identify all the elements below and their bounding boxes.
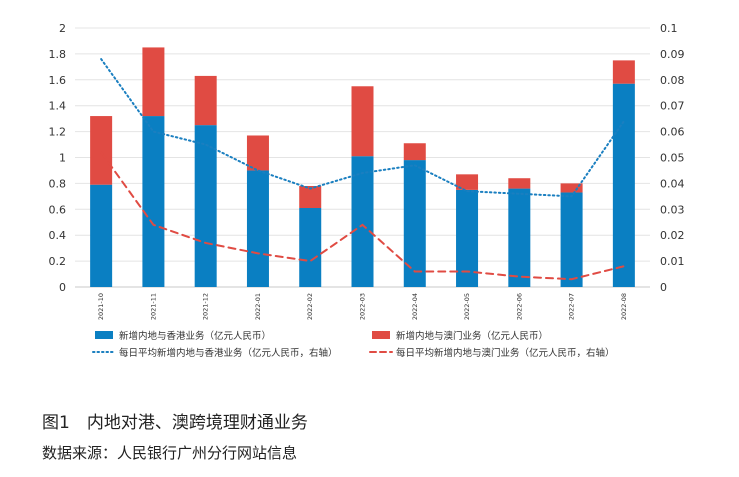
bar-hongkong <box>508 188 531 287</box>
x-tick-label: 2022-04 <box>411 293 419 320</box>
bar-hongkong <box>403 160 426 287</box>
legend-swatch <box>372 331 390 339</box>
left-tick-label: 0.8 <box>49 177 67 190</box>
lines <box>100 58 625 281</box>
x-tick-label: 2022-03 <box>359 293 367 320</box>
bar-hongkong <box>246 170 269 287</box>
bar-hongkong <box>90 184 113 287</box>
right-axis-ticks: 0 0.01 0.02 0.03 0.04 0.05 0.06 0.07 0.08 0.09 0.1 <box>660 22 685 294</box>
right-tick-label: 0.04 <box>660 177 685 190</box>
x-tick-label: 2022-02 <box>306 293 314 320</box>
bar-macau <box>456 174 479 190</box>
right-tick-label: 0.08 <box>660 74 685 87</box>
bar-macau <box>508 178 531 189</box>
line-macau-daily <box>100 151 625 281</box>
right-tick-label: 0.09 <box>660 48 685 61</box>
left-tick-label: 1.2 <box>49 126 67 139</box>
right-tick-label: 0.05 <box>660 152 685 165</box>
left-tick-label: 0.2 <box>49 255 67 268</box>
bar-hongkong <box>560 192 583 287</box>
legend-label: 每日平均新增内地与澳门业务（亿元人民币，右轴） <box>396 347 615 359</box>
x-tick-label: 2021-12 <box>202 293 210 320</box>
x-tick-label: 2021-11 <box>149 293 157 320</box>
left-tick-label: 0 <box>59 281 66 294</box>
bar-macau <box>560 183 583 193</box>
bar-hongkong <box>194 125 217 287</box>
bar-macau <box>90 116 113 185</box>
bars <box>90 47 635 287</box>
right-tick-label: 0 <box>660 281 667 294</box>
data-source: 数据来源：人民银行广州分行网站信息 <box>42 444 298 462</box>
bar-macau <box>194 75 217 126</box>
bar-hongkong <box>142 116 165 287</box>
chart: 0 0.2 0.4 0.6 0.8 1 1.2 1.4 1.6 1.8 2 0 0.01 0.02 0.0… <box>49 22 685 359</box>
right-tick-label: 0.03 <box>660 203 685 216</box>
bar-macau <box>403 143 426 161</box>
x-tick-label: 2022-01 <box>254 293 262 320</box>
bar-macau <box>612 60 635 84</box>
bar-macau <box>351 86 374 157</box>
legend: 新增内地与香港业务（亿元人民币） 新增内地与澳门业务（亿元人民币） 每日平均新增内地… <box>92 330 615 359</box>
bar-hongkong <box>456 189 479 287</box>
bar-hongkong <box>612 83 635 287</box>
left-axis-ticks: 0 0.2 0.4 0.6 0.8 1 1.2 1.4 1.6 1.8 2 <box>49 22 67 294</box>
x-tick-label: 2022-07 <box>568 293 576 320</box>
left-tick-label: 1 <box>59 152 66 165</box>
right-tick-label: 0.01 <box>660 255 685 268</box>
right-tick-label: 0.1 <box>660 22 678 35</box>
left-tick-label: 0.4 <box>49 229 67 242</box>
right-tick-label: 0.06 <box>660 126 685 139</box>
figure-caption: 图1 内地对港、澳跨境理财通业务 <box>42 413 308 433</box>
left-tick-label: 2 <box>59 22 66 35</box>
right-tick-label: 0.07 <box>660 100 685 113</box>
bar-hongkong <box>351 156 374 287</box>
left-tick-label: 1.8 <box>49 48 67 61</box>
legend-label: 每日平均新增内地与香港业务（亿元人民币，右轴） <box>119 347 338 359</box>
left-tick-label: 0.6 <box>49 203 67 216</box>
bar-macau <box>299 185 322 209</box>
left-tick-label: 1.6 <box>49 74 67 87</box>
x-tick-label: 2022-06 <box>515 293 523 320</box>
bar-macau <box>246 135 269 171</box>
right-tick-label: 0.02 <box>660 229 685 242</box>
bar-macau <box>142 47 165 117</box>
legend-label: 新增内地与香港业务（亿元人民币） <box>119 330 271 342</box>
bar-hongkong <box>299 208 322 287</box>
x-axis-ticks: 2021-10 2021-11 2021-12 2022-01 2022-02 2022-… <box>97 293 628 320</box>
left-tick-label: 1.4 <box>49 100 67 113</box>
legend-label: 新增内地与澳门业务（亿元人民币） <box>396 330 548 342</box>
legend-swatch <box>95 331 113 339</box>
x-tick-label: 2022-05 <box>463 293 471 320</box>
line-hongkong-daily <box>100 58 625 198</box>
x-tick-label: 2021-10 <box>97 293 105 320</box>
x-tick-label: 2022-08 <box>620 293 628 320</box>
